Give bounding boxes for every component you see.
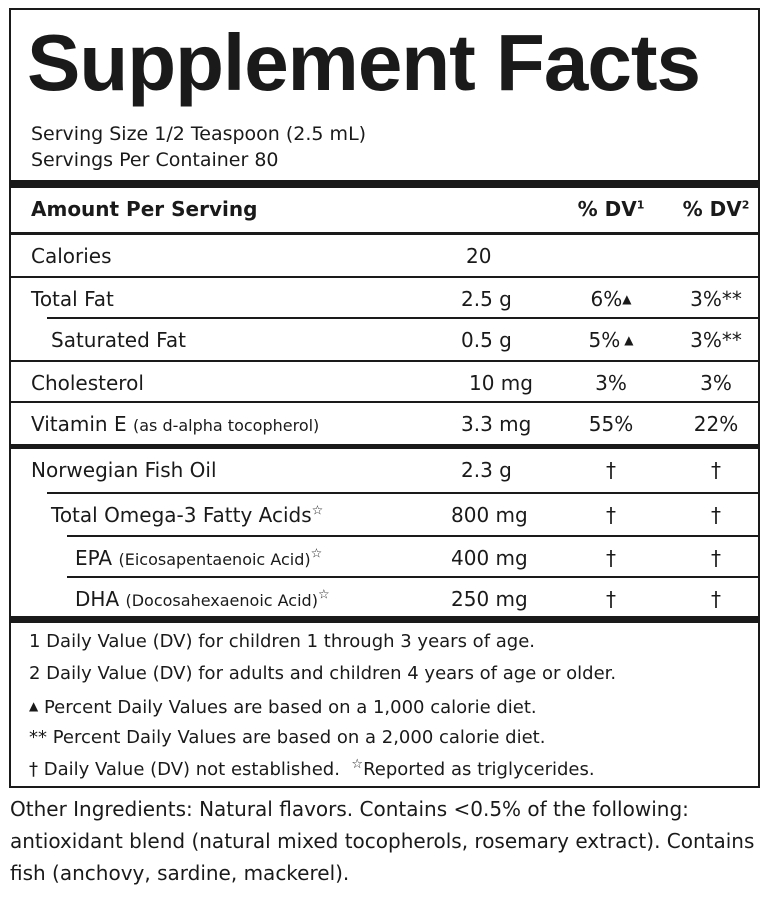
nutrient-dv1: 55% — [588, 412, 634, 436]
nutrient-amount: 0.5 g — [461, 328, 512, 352]
footnote-3: ▲ Percent Daily Values are based on a 1,… — [29, 694, 537, 720]
nutrient-name: Vitamin E (as d-alpha tocopherol) — [31, 412, 319, 438]
footnote-5-text: † Daily Value (DV) not established. — [29, 759, 340, 780]
divider — [11, 276, 758, 278]
dv1-header: % DV1 — [571, 197, 651, 221]
dv2-header-sup: 2 — [741, 198, 750, 212]
nutrient-name: DHA (Docosahexaenoic Acid)☆ — [75, 587, 330, 613]
triangle-icon: ▲ — [29, 699, 39, 713]
table-row: Saturated Fat 0.5 g 5% ▲ 3%** — [11, 319, 758, 361]
amount-per-serving-header: Amount Per Serving — [31, 197, 258, 221]
supplement-facts-panel: Supplement Facts Serving Size 1/2 Teaspo… — [9, 8, 760, 788]
footnote-4: ** Percent Daily Values are based on a 2… — [29, 727, 546, 748]
table-row: Cholesterol 10 mg 3% 3% — [11, 362, 758, 402]
other-ingredients: Other Ingredients: Natural flavors. Cont… — [10, 797, 755, 885]
nutrient-amount: 400 mg — [451, 546, 528, 570]
nutrient-amount: 20 — [466, 244, 492, 268]
divider-header — [11, 232, 758, 235]
dv1-header-sup: 1 — [636, 198, 645, 212]
nutrient-name-main: EPA — [75, 546, 113, 570]
footnote-2: 2 Daily Value (DV) for adults and childr… — [29, 663, 617, 684]
nutrient-dv2: 3%** — [690, 287, 742, 311]
nutrient-amount: 2.3 g — [461, 458, 512, 482]
nutrient-name: Total Omega-3 Fatty Acids☆ — [51, 503, 323, 527]
nutrient-name-main: Total Omega-3 Fatty Acids — [51, 503, 312, 527]
dv2-header-label: % DV — [682, 197, 742, 221]
triangle-icon: ▲ — [622, 292, 632, 306]
nutrient-name: EPA (Eicosapentaenoic Acid)☆ — [75, 546, 322, 572]
nutrient-name-main: DHA — [75, 587, 120, 611]
nutrient-name: Total Fat — [31, 287, 114, 311]
nutrient-amount: 2.5 g — [461, 287, 512, 311]
nutrient-name: Norwegian Fish Oil — [31, 458, 217, 482]
footnote-5: † Daily Value (DV) not established. ☆Rep… — [29, 758, 595, 782]
footnote-1: 1 Daily Value (DV) for children 1 throug… — [29, 631, 536, 652]
nutrient-amount: 10 mg — [469, 371, 533, 395]
nutrient-dv1: † — [606, 587, 616, 611]
triangle-icon: ▲ — [624, 333, 634, 347]
divider-indented — [67, 576, 758, 578]
nutrient-dv2: 22% — [693, 412, 739, 436]
nutrient-dv1: 5% ▲ — [571, 328, 651, 352]
nutrient-name-main: Vitamin E — [31, 412, 127, 436]
nutrient-dv1: † — [606, 546, 616, 570]
nutrient-amount: 3.3 mg — [461, 412, 532, 436]
nutrient-dv1: † — [606, 503, 616, 527]
star-icon: ☆ — [310, 546, 323, 562]
dv1-value: 6% — [590, 287, 623, 311]
table-row: Vitamin E (as d-alpha tocopherol) 3.3 mg… — [11, 403, 758, 445]
table-row: Norwegian Fish Oil 2.3 g † † — [11, 449, 758, 493]
nutrient-dv1: 3% — [595, 371, 627, 395]
panel-title: Supplement Facts — [27, 18, 701, 107]
star-icon: ☆ — [311, 503, 324, 519]
nutrient-name-detail: (as d-alpha tocopherol) — [132, 416, 320, 435]
nutrient-name: Calories — [31, 244, 112, 268]
table-row: Total Omega-3 Fatty Acids☆ 800 mg † † — [11, 494, 758, 536]
nutrient-dv1: 6%▲ — [571, 287, 651, 311]
dv2-header: % DV2 — [676, 197, 756, 221]
nutrient-amount: 250 mg — [451, 587, 528, 611]
serving-size: Serving Size 1/2 Teaspoon (2.5 mL) — [31, 123, 367, 145]
divider — [11, 401, 758, 403]
thick-divider-top — [11, 180, 758, 188]
nutrient-dv2: 3% — [700, 371, 732, 395]
thick-divider-bottom — [11, 616, 758, 623]
nutrient-name-detail: (Eicosapentaenoic Acid) — [118, 550, 311, 569]
table-row: Total Fat 2.5 g 6%▲ 3%** — [11, 278, 758, 318]
nutrient-name: Saturated Fat — [51, 328, 186, 352]
servings-per-container: Servings Per Container 80 — [31, 149, 279, 171]
nutrient-name: Cholesterol — [31, 371, 144, 395]
nutrient-name-detail: (Docosahexaenoic Acid) — [125, 591, 318, 610]
table-row: Calories 20 — [11, 235, 758, 277]
thick-divider-mid — [11, 444, 758, 449]
nutrient-dv2: † — [711, 587, 721, 611]
nutrient-dv2: 3%** — [690, 328, 742, 352]
star-icon: ☆ — [317, 587, 330, 603]
table-row: DHA (Docosahexaenoic Acid)☆ 250 mg † † — [11, 578, 758, 618]
star-icon: ☆ — [351, 757, 364, 772]
header-row: Amount Per Serving % DV1 % DV2 — [11, 188, 758, 232]
nutrient-dv2: † — [711, 458, 721, 482]
nutrient-dv1: † — [606, 458, 616, 482]
footnote-3-text: Percent Daily Values are based on a 1,00… — [38, 697, 537, 718]
divider-indented — [67, 535, 758, 537]
divider-indented — [47, 317, 758, 319]
dv1-value: 5% — [588, 328, 621, 352]
nutrient-dv2: † — [711, 503, 721, 527]
divider — [11, 360, 758, 362]
table-row: EPA (Eicosapentaenoic Acid)☆ 400 mg † † — [11, 537, 758, 577]
divider-indented — [47, 492, 758, 494]
footnote-5-text-b: Reported as triglycerides. — [363, 759, 595, 780]
dv1-header-label: % DV — [577, 197, 637, 221]
nutrient-amount: 800 mg — [451, 503, 528, 527]
nutrient-dv2: † — [711, 546, 721, 570]
